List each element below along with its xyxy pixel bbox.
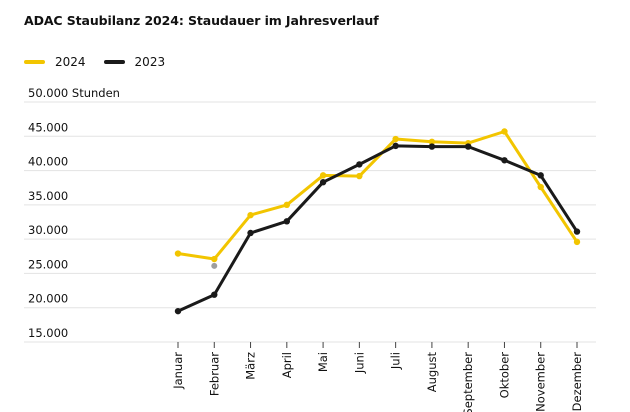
x-tick-label: April bbox=[280, 352, 294, 378]
data-point-2023 bbox=[283, 218, 291, 225]
x-tick-label: Dezember bbox=[570, 352, 584, 412]
chart-legend: 2024 2023 bbox=[24, 55, 165, 69]
data-point-2023 bbox=[174, 307, 182, 315]
x-tick-label: Mai bbox=[316, 352, 330, 372]
data-point-2024 bbox=[247, 211, 254, 219]
x-tick-label: März bbox=[244, 352, 258, 380]
y-tick-label: 20.000 bbox=[28, 292, 68, 306]
data-point-2023 bbox=[392, 142, 399, 150]
data-point-2024 bbox=[319, 172, 327, 179]
data-point-2024 bbox=[392, 135, 399, 143]
data-point-2023 bbox=[464, 143, 472, 150]
legend-swatch-2023 bbox=[103, 60, 125, 64]
data-point-2023 bbox=[247, 229, 254, 237]
data-point-2023 bbox=[537, 172, 544, 179]
y-tick-label: 45.000 bbox=[28, 120, 68, 134]
data-point-2024 bbox=[573, 238, 581, 246]
y-tick-label: 15.000 bbox=[28, 326, 68, 340]
legend-swatch-2024 bbox=[24, 60, 45, 64]
series-line-2023 bbox=[176, 144, 579, 313]
data-point-2024 bbox=[356, 172, 363, 180]
legend-item-2024: 2024 bbox=[24, 55, 86, 69]
x-tick-label: Juni bbox=[352, 352, 366, 374]
x-tick-label: November bbox=[534, 352, 548, 412]
y-tick-label: 35.000 bbox=[28, 189, 68, 203]
data-point-2023 bbox=[356, 161, 363, 168]
y-tick-label: 40.000 bbox=[28, 155, 68, 169]
chart-title: ADAC Staubilanz 2024: Staudauer im Jahre… bbox=[24, 13, 379, 28]
series-line-2024 bbox=[176, 130, 579, 261]
data-point-2024 bbox=[211, 255, 218, 263]
y-tick-label: 25.000 bbox=[28, 257, 68, 271]
legend-label-2024: 2024 bbox=[55, 55, 86, 69]
data-point-2024 bbox=[501, 128, 508, 135]
data-point-2023 bbox=[573, 228, 581, 235]
legend-item-2023: 2023 bbox=[103, 55, 166, 69]
data-point-2023 bbox=[211, 291, 218, 298]
data-point-2024 bbox=[283, 201, 291, 209]
legend-label-2023: 2023 bbox=[134, 55, 166, 69]
x-tick-label: Januar bbox=[171, 352, 185, 390]
x-tick-label: Oktober bbox=[497, 352, 511, 399]
data-point-2023 bbox=[501, 157, 508, 164]
data-point-2023 bbox=[319, 179, 327, 186]
x-tick-label: Februar bbox=[207, 352, 221, 396]
data-point-2023 bbox=[428, 143, 436, 150]
annotation-point bbox=[211, 262, 218, 269]
data-point-2024 bbox=[428, 138, 436, 145]
data-point-2024 bbox=[537, 183, 544, 191]
x-tick-label: September bbox=[461, 352, 475, 412]
y-tick-label: 50.000 Stunden bbox=[28, 86, 120, 100]
x-tick-label: Juli bbox=[389, 352, 403, 370]
y-tick-label: 30.000 bbox=[28, 223, 68, 237]
x-tick-label: August bbox=[425, 352, 439, 393]
data-point-2024 bbox=[174, 250, 182, 257]
